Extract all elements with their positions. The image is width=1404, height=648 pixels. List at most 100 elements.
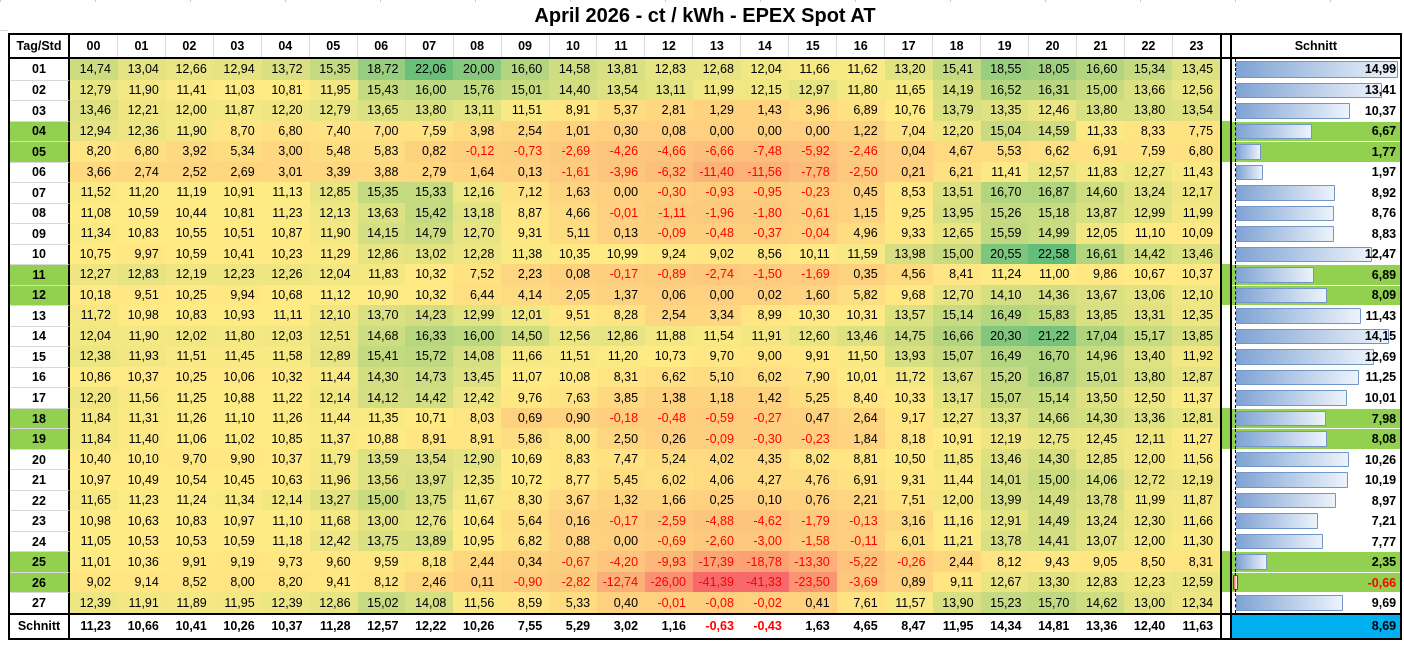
price-cell[interactable]: 10,81 bbox=[261, 79, 310, 101]
price-cell[interactable]: 16,87 bbox=[1028, 366, 1077, 388]
price-cell[interactable]: 11,79 bbox=[309, 448, 358, 470]
price-cell[interactable]: 12,21 bbox=[117, 100, 166, 121]
price-cell[interactable]: 11,65 bbox=[70, 489, 118, 511]
footer-label-cell[interactable]: Schnitt bbox=[10, 614, 70, 638]
price-cell[interactable]: -1,79 bbox=[788, 510, 837, 531]
price-cell[interactable]: 13,66 bbox=[1124, 79, 1173, 101]
price-cell[interactable]: 12,59 bbox=[1172, 571, 1221, 593]
price-cell[interactable]: 12,20 bbox=[70, 387, 118, 408]
price-cell[interactable]: 1,84 bbox=[836, 428, 885, 449]
price-cell[interactable]: 8,31 bbox=[597, 366, 646, 388]
day-average-cell[interactable]: 1,97 bbox=[1232, 161, 1401, 183]
price-cell[interactable]: 16,49 bbox=[980, 305, 1029, 326]
price-cell[interactable]: 5,11 bbox=[549, 223, 598, 244]
day-label-cell[interactable]: 08 bbox=[10, 202, 70, 224]
price-cell[interactable]: 8,99 bbox=[740, 305, 789, 326]
day-average-cell[interactable]: 2,35 bbox=[1232, 551, 1401, 572]
price-cell[interactable]: 1,29 bbox=[692, 100, 741, 121]
price-cell[interactable]: 8,91 bbox=[453, 428, 502, 449]
price-cell[interactable]: 15,41 bbox=[357, 346, 406, 367]
price-cell[interactable]: 13,35 bbox=[980, 100, 1029, 121]
price-cell[interactable]: 10,40 bbox=[70, 448, 118, 470]
hour-header-cell[interactable]: 00 bbox=[86, 39, 101, 53]
hour-average-cell[interactable]: -0,43 bbox=[753, 619, 782, 634]
price-cell[interactable]: 2,69 bbox=[213, 161, 262, 183]
hour-average-cell[interactable]: 12,22 bbox=[415, 619, 447, 634]
price-cell[interactable]: 11,11 bbox=[261, 305, 310, 326]
price-cell[interactable]: 12,20 bbox=[932, 120, 981, 142]
hour-header-cell[interactable]: 03 bbox=[212, 35, 261, 57]
price-cell[interactable]: 12,15 bbox=[740, 79, 789, 101]
price-cell[interactable]: 12,00 bbox=[165, 100, 214, 121]
price-cell[interactable]: 12,42 bbox=[453, 387, 502, 408]
day-label-cell[interactable]: 20 bbox=[10, 448, 70, 470]
hour-average-cell[interactable]: 11,28 bbox=[319, 619, 351, 634]
price-cell[interactable]: 12,83 bbox=[1076, 571, 1125, 593]
price-cell[interactable]: 13,00 bbox=[357, 510, 406, 531]
price-cell[interactable]: 12,26 bbox=[261, 264, 310, 285]
price-cell[interactable]: 13,07 bbox=[1076, 530, 1125, 552]
price-cell[interactable]: 10,93 bbox=[213, 305, 262, 326]
price-cell[interactable]: 8,00 bbox=[213, 571, 262, 593]
price-cell[interactable]: 10,72 bbox=[501, 469, 550, 490]
price-cell[interactable]: 12,90 bbox=[453, 448, 502, 470]
price-cell[interactable]: -12,74 bbox=[597, 571, 646, 593]
price-cell[interactable]: 11,84 bbox=[70, 428, 118, 449]
day-average-cell[interactable]: 9,69 bbox=[1232, 592, 1401, 613]
price-cell[interactable]: 10,76 bbox=[884, 100, 933, 121]
price-cell[interactable]: 10,88 bbox=[357, 428, 406, 449]
price-cell[interactable]: 7,61 bbox=[836, 592, 885, 613]
price-cell[interactable]: -7,78 bbox=[788, 161, 837, 183]
hour-header-cell[interactable]: 07 bbox=[404, 35, 453, 57]
price-cell[interactable]: 14,60 bbox=[1076, 182, 1125, 203]
day-average-cell[interactable]: 10,01 bbox=[1232, 387, 1401, 408]
price-cell[interactable]: 13,54 bbox=[1172, 100, 1221, 121]
price-cell[interactable]: 10,11 bbox=[788, 243, 837, 265]
price-cell[interactable]: 0,26 bbox=[645, 428, 693, 449]
price-cell[interactable]: 0,08 bbox=[645, 120, 693, 142]
day-label-cell[interactable]: 22 bbox=[10, 489, 70, 511]
price-cell[interactable]: 14,36 bbox=[1028, 284, 1077, 306]
price-cell[interactable]: 5,83 bbox=[357, 141, 406, 162]
price-cell[interactable]: 16,49 bbox=[980, 346, 1029, 367]
day-average-cell[interactable]: 8,92 bbox=[1232, 182, 1401, 203]
price-cell[interactable]: 12,04 bbox=[70, 325, 118, 347]
price-cell[interactable]: -0,11 bbox=[836, 530, 885, 552]
price-cell[interactable]: 15,20 bbox=[980, 366, 1029, 388]
price-cell[interactable]: 13,97 bbox=[405, 469, 454, 490]
price-cell[interactable]: 1,38 bbox=[645, 387, 693, 408]
price-cell[interactable]: 8,50 bbox=[1124, 551, 1173, 572]
price-cell[interactable]: 14,23 bbox=[405, 305, 454, 326]
day-average-cell[interactable]: 1,77 bbox=[1232, 141, 1401, 162]
price-cell[interactable]: 12,75 bbox=[1028, 428, 1077, 449]
price-cell[interactable]: 13,40 bbox=[1124, 346, 1173, 367]
price-cell[interactable]: 0,47 bbox=[788, 407, 837, 429]
price-cell[interactable]: 3,00 bbox=[261, 141, 310, 162]
price-cell[interactable]: -0,95 bbox=[740, 182, 789, 203]
price-cell[interactable]: 10,32 bbox=[405, 264, 454, 285]
price-cell[interactable]: 12,17 bbox=[1172, 182, 1221, 203]
price-cell[interactable]: -17,39 bbox=[692, 551, 741, 572]
price-cell[interactable]: 15,00 bbox=[357, 489, 406, 511]
price-cell[interactable]: 0,00 bbox=[692, 284, 741, 306]
price-cell[interactable]: 8,02 bbox=[788, 448, 837, 470]
price-cell[interactable]: 11,54 bbox=[692, 325, 741, 347]
price-cell[interactable]: 11,18 bbox=[261, 530, 310, 552]
price-cell[interactable]: 7,40 bbox=[309, 120, 358, 142]
price-cell[interactable]: 10,73 bbox=[645, 346, 693, 367]
price-cell[interactable]: 7,75 bbox=[1172, 120, 1221, 142]
hour-average-cell[interactable]: 13,36 bbox=[1086, 619, 1118, 634]
price-cell[interactable]: 11,24 bbox=[980, 264, 1029, 285]
price-cell[interactable]: 0,00 bbox=[597, 530, 646, 552]
price-cell[interactable]: 11,99 bbox=[1172, 202, 1221, 224]
hour-header-cell[interactable]: 09 bbox=[500, 35, 549, 57]
price-cell[interactable]: 8,81 bbox=[836, 448, 885, 470]
day-label-cell[interactable]: 10 bbox=[10, 243, 70, 265]
price-cell[interactable]: 13,90 bbox=[932, 592, 981, 613]
price-cell[interactable]: 13,57 bbox=[884, 305, 933, 326]
price-cell[interactable]: 5,48 bbox=[309, 141, 358, 162]
day-label-cell[interactable]: 12 bbox=[10, 284, 70, 306]
price-cell[interactable]: 13,17 bbox=[932, 387, 981, 408]
price-cell[interactable]: 12,81 bbox=[1172, 407, 1221, 429]
price-cell[interactable]: -0,13 bbox=[836, 510, 885, 531]
